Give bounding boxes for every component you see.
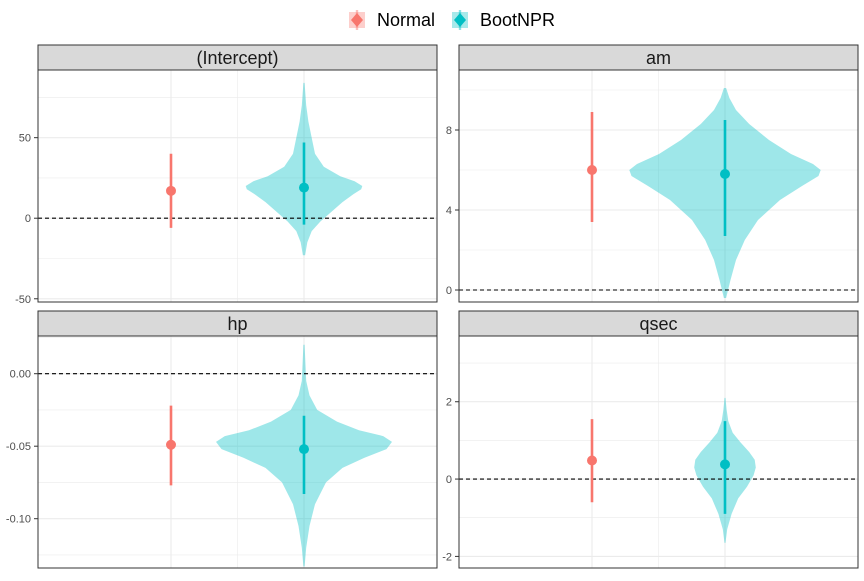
facet-title: hp: [227, 314, 247, 334]
y-tick-label: 0: [446, 285, 452, 297]
y-tick-label: -0.05: [6, 441, 31, 453]
panel-border: [37, 335, 438, 569]
y-tick-label: 0: [25, 213, 31, 225]
facet-strip: [37, 310, 438, 337]
panel-border: [458, 69, 859, 303]
panel-border: [458, 335, 859, 569]
legend-item-bootnpr: BootNPR: [452, 10, 555, 30]
y-tick-label: -2: [442, 551, 452, 563]
y-tick-label: 0.00: [10, 369, 31, 381]
panel-border: [37, 69, 438, 303]
y-tick-label: -0.10: [6, 514, 31, 526]
legend-label-normal: Normal: [377, 10, 435, 30]
point-bootnpr: [720, 459, 730, 470]
point-bootnpr: [299, 444, 309, 455]
facet-title: (Intercept): [196, 48, 278, 68]
y-tick-label: 0: [446, 474, 452, 486]
facet-panel: (Intercept) -50 0 50: [15, 44, 438, 306]
point-normal: [166, 185, 176, 196]
facet-panel: qsec -2 0 2: [442, 310, 859, 569]
point-normal: [587, 165, 597, 175]
facet-strip: [458, 310, 859, 337]
y-tick-label: 50: [19, 133, 31, 145]
facet-panel: hp -0.10 -0.05 0.00: [6, 310, 438, 569]
facet-title: am: [646, 48, 671, 68]
point-bootnpr: [299, 182, 309, 193]
point-bootnpr: [720, 169, 730, 179]
legend: Normal BootNPR: [349, 10, 555, 30]
facet-panel: am 0 4 8: [446, 44, 859, 303]
point-normal: [166, 439, 176, 450]
point-normal: [587, 455, 597, 466]
y-tick-label: 2: [446, 397, 452, 409]
facet-title: qsec: [639, 314, 677, 334]
facet-strip: [37, 44, 438, 71]
y-tick-label: 8: [446, 125, 452, 137]
y-tick-label: 4: [446, 205, 452, 217]
legend-label-bootnpr: BootNPR: [480, 10, 555, 30]
legend-item-normal: Normal: [349, 10, 435, 30]
y-tick-label: -50: [15, 294, 31, 306]
